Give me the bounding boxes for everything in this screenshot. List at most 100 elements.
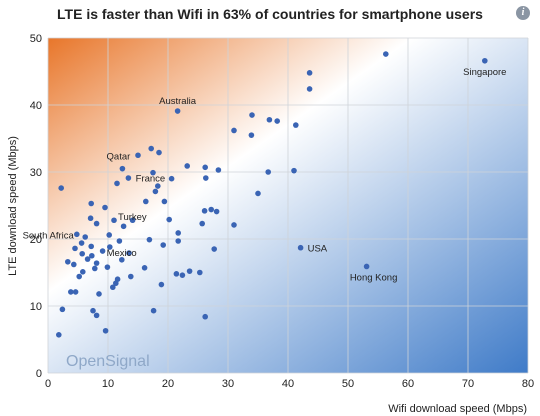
data-point [72, 289, 79, 295]
x-axis-label: Wifi download speed (Mbps) [388, 403, 527, 415]
data-point [129, 217, 136, 224]
data-point [113, 280, 119, 287]
data-point [143, 198, 149, 205]
x-tick-label: 50 [342, 378, 354, 390]
data-point [168, 175, 175, 182]
data-point [255, 190, 261, 197]
opensignal-logo: OpenSignal [66, 353, 150, 370]
data-point [104, 264, 111, 270]
x-tick-label: 10 [102, 378, 114, 390]
data-point [76, 273, 82, 280]
data-point [84, 256, 91, 262]
data-point [150, 169, 156, 176]
data-point [202, 164, 208, 171]
data-point [156, 149, 162, 156]
data-point [102, 327, 109, 334]
data-point [248, 132, 255, 138]
y-tick-label: 0 [36, 368, 42, 380]
data-point [125, 175, 132, 181]
info-icon[interactable]: i [516, 6, 530, 20]
data-point [174, 108, 181, 114]
data-point [208, 206, 214, 213]
point-label: France [136, 173, 166, 184]
data-point [128, 273, 134, 280]
data-point [231, 222, 237, 228]
data-point [166, 216, 172, 223]
point-label: Singapore [463, 67, 506, 78]
data-point [161, 198, 168, 205]
data-point [141, 265, 148, 271]
data-point [363, 263, 370, 270]
data-point [78, 240, 85, 246]
x-tick-label: 20 [162, 378, 174, 390]
data-point [80, 269, 86, 275]
data-point [126, 250, 132, 256]
y-axis-label: LTE download speed (Mbps) [7, 136, 19, 276]
data-point [211, 246, 217, 252]
data-point [175, 230, 181, 236]
data-point [79, 250, 85, 257]
data-point [110, 284, 116, 291]
data-point [150, 307, 157, 314]
y-tick-label: 40 [30, 100, 42, 112]
data-point [383, 51, 389, 57]
data-point [58, 185, 64, 191]
data-point [297, 244, 304, 251]
data-point [88, 243, 94, 250]
data-point [119, 256, 125, 263]
data-points [56, 51, 488, 338]
data-point [102, 204, 108, 211]
data-point [96, 291, 102, 297]
point-labels: Singapore Australia Qatar France Turkey South… [23, 67, 507, 284]
data-point [173, 271, 180, 277]
data-point [68, 289, 74, 295]
data-point [306, 70, 313, 76]
data-point [265, 169, 272, 175]
data-point [89, 252, 95, 259]
data-point [99, 248, 106, 254]
data-point [59, 306, 66, 313]
data-point [155, 183, 161, 189]
point-label: Australia [159, 96, 197, 107]
data-point [65, 258, 71, 265]
data-point [199, 220, 205, 227]
data-point [215, 167, 222, 173]
data-point [249, 112, 255, 118]
data-point [135, 152, 141, 159]
data-point [231, 127, 237, 134]
point-label: USA [308, 244, 328, 255]
y-tick-label: 30 [30, 167, 42, 179]
data-point [119, 165, 126, 172]
data-point [203, 175, 209, 181]
data-point [93, 220, 100, 227]
data-point [72, 245, 78, 252]
x-tick-label: 40 [282, 378, 294, 390]
data-point [197, 269, 203, 276]
data-point [293, 122, 299, 128]
data-point [213, 208, 220, 215]
data-point [114, 180, 120, 187]
data-point [88, 200, 94, 207]
chart-title: LTE is faster than Wifi in 63% of countr… [57, 6, 483, 22]
data-point [306, 86, 313, 92]
gridlines [47, 37, 529, 374]
data-point [56, 332, 62, 338]
data-point [93, 260, 100, 266]
tick-labels: 0 10 20 30 40 50 60 70 80 0 10 20 30 40 50 [30, 33, 534, 390]
y-tick-label: 50 [30, 33, 42, 45]
data-point [266, 116, 273, 123]
data-point [92, 265, 98, 272]
data-point [175, 238, 181, 244]
data-point [158, 281, 165, 288]
data-point [106, 232, 112, 238]
y-tick-label: 20 [30, 234, 42, 246]
data-point [291, 167, 297, 174]
data-point [93, 312, 100, 319]
data-point [90, 307, 96, 314]
point-label: Turkey [118, 212, 147, 223]
data-point [87, 215, 94, 222]
data-point [82, 234, 88, 240]
x-tick-label: 30 [222, 378, 234, 390]
point-label: Qatar [107, 152, 131, 163]
